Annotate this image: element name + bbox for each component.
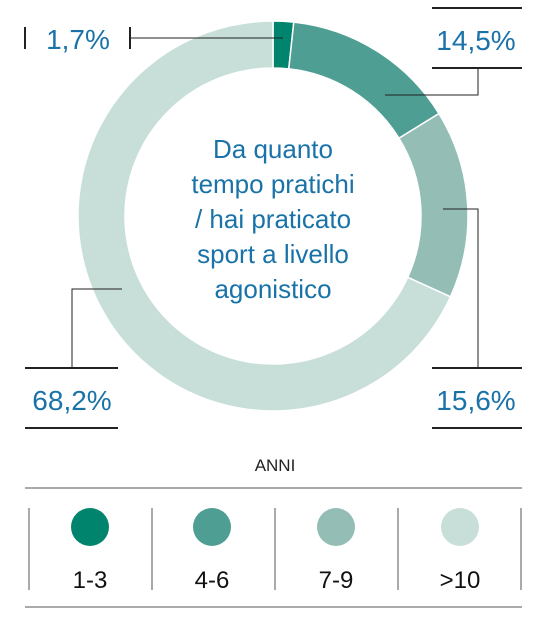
legend-swatch-gt10 [441,508,479,546]
leader-4-6-line [385,68,479,96]
legend-swatch-7-9 [317,508,355,546]
value-label-gt10: 68,2% [32,385,111,416]
value-label-7-9: 15,6% [436,385,515,416]
chart-title-line: / hai praticato [195,204,351,234]
legend-label-7-9: 7-9 [319,567,354,594]
legend-label-gt10: >10 [440,567,481,594]
value-label-1-3: 1,7% [46,24,110,55]
slice-7-9 [397,112,469,298]
legend-swatch-4-6 [193,508,231,546]
chart-title: Da quanto tempo pratichi / hai praticato sp… [191,134,354,304]
legend-label-4-6: 4-6 [195,567,230,594]
percent-labels: 1,7% 14,5% 15,6% 68,2% [32,24,515,416]
legend-title: ANNI [255,456,296,475]
chart-title-line: agonistico [214,274,331,304]
slice-gt10 [77,20,452,412]
legend-label-1-3: 1-3 [73,567,108,594]
chart-title-line: sport a livello [197,239,349,269]
leader-7-9-line [443,208,479,368]
slice-4-6 [287,21,440,140]
chart-title-line: tempo pratichi [191,169,354,199]
leader-lines [24,7,522,429]
value-label-4-6: 14,5% [436,25,515,56]
donut-slices [77,20,469,412]
chart-title-line: Da quanto [213,134,333,164]
leader-gt10-line [71,288,122,368]
legend: 1-3 4-6 7-9 >10 [28,508,522,594]
legend-swatch-1-3 [71,508,109,546]
